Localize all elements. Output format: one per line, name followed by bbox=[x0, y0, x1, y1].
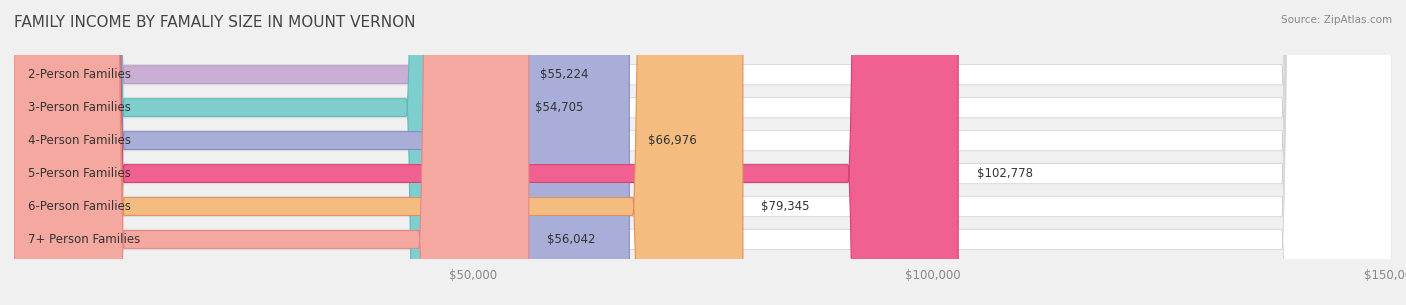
Text: 3-Person Families: 3-Person Families bbox=[28, 101, 131, 114]
Text: 2-Person Families: 2-Person Families bbox=[28, 68, 131, 81]
FancyBboxPatch shape bbox=[14, 0, 1392, 305]
FancyBboxPatch shape bbox=[14, 0, 630, 305]
FancyBboxPatch shape bbox=[14, 0, 742, 305]
Text: FAMILY INCOME BY FAMALIY SIZE IN MOUNT VERNON: FAMILY INCOME BY FAMALIY SIZE IN MOUNT V… bbox=[14, 15, 416, 30]
FancyBboxPatch shape bbox=[14, 0, 1392, 305]
FancyBboxPatch shape bbox=[14, 0, 1392, 305]
Text: 6-Person Families: 6-Person Families bbox=[28, 200, 131, 213]
FancyBboxPatch shape bbox=[14, 0, 1392, 305]
FancyBboxPatch shape bbox=[14, 0, 522, 305]
Text: 5-Person Families: 5-Person Families bbox=[28, 167, 131, 180]
FancyBboxPatch shape bbox=[14, 0, 1392, 305]
Text: $54,705: $54,705 bbox=[534, 101, 583, 114]
Text: $79,345: $79,345 bbox=[761, 200, 810, 213]
FancyBboxPatch shape bbox=[14, 0, 1392, 305]
Text: $102,778: $102,778 bbox=[977, 167, 1032, 180]
Text: Source: ZipAtlas.com: Source: ZipAtlas.com bbox=[1281, 15, 1392, 25]
FancyBboxPatch shape bbox=[14, 0, 516, 305]
Text: 7+ Person Families: 7+ Person Families bbox=[28, 233, 141, 246]
FancyBboxPatch shape bbox=[14, 0, 529, 305]
Text: $56,042: $56,042 bbox=[547, 233, 596, 246]
Text: $66,976: $66,976 bbox=[648, 134, 696, 147]
Text: 4-Person Families: 4-Person Families bbox=[28, 134, 131, 147]
FancyBboxPatch shape bbox=[14, 0, 957, 305]
Text: $55,224: $55,224 bbox=[540, 68, 588, 81]
